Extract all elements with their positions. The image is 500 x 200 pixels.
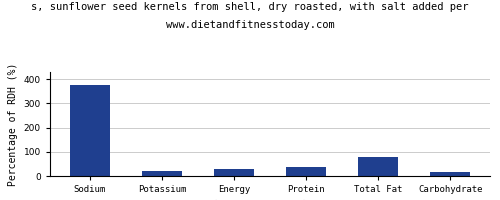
Text: www.dietandfitnesstoday.com: www.dietandfitnesstoday.com — [166, 20, 334, 30]
Bar — [430, 172, 470, 176]
Bar — [70, 85, 110, 176]
Bar — [286, 167, 326, 176]
Bar — [142, 171, 182, 176]
Bar — [358, 157, 398, 176]
Bar — [214, 169, 254, 176]
Y-axis label: Percentage of RDH (%): Percentage of RDH (%) — [8, 62, 18, 186]
Text: s, sunflower seed kernels from shell, dry roasted, with salt added per: s, sunflower seed kernels from shell, dr… — [31, 2, 469, 12]
